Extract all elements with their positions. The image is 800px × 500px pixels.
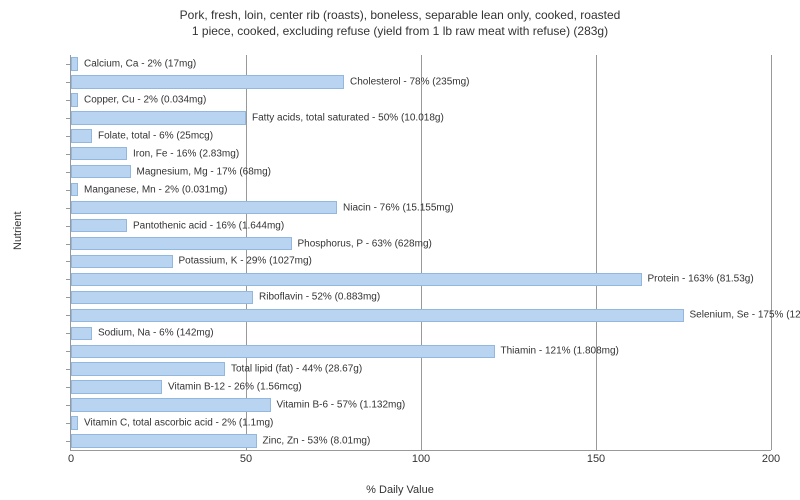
nutrient-bar (71, 219, 127, 232)
nutrient-bar (71, 93, 78, 106)
y-tick (66, 154, 71, 155)
bar-label: Selenium, Se - 175% (122.3mcg) (686, 310, 800, 321)
y-tick (66, 423, 71, 424)
gridline (596, 55, 597, 450)
nutrient-bar (71, 165, 131, 178)
bar-label: Vitamin B-12 - 26% (1.56mcg) (164, 382, 302, 393)
x-axis-label: % Daily Value (366, 484, 434, 496)
nutrient-bar (71, 201, 337, 214)
y-tick (66, 208, 71, 209)
bar-label: Pantothenic acid - 16% (1.644mg) (129, 220, 284, 231)
x-tick-label: 50 (240, 453, 252, 465)
nutrient-bar (71, 147, 127, 160)
nutrient-bar (71, 273, 642, 286)
nutrient-bar (71, 327, 92, 340)
nutrient-bar (71, 183, 78, 196)
y-tick (66, 405, 71, 406)
bar-label: Fatty acids, total saturated - 50% (10.0… (248, 112, 444, 123)
y-tick (66, 279, 71, 280)
title-line-2: 1 piece, cooked, excluding refuse (yield… (192, 24, 608, 38)
chart-title: Pork, fresh, loin, center rib (roasts), … (0, 0, 800, 39)
bar-label: Iron, Fe - 16% (2.83mg) (129, 148, 239, 159)
gridline (771, 55, 772, 450)
bar-label: Thiamin - 121% (1.808mg) (497, 346, 619, 357)
bar-label: Niacin - 76% (15.155mg) (339, 202, 454, 213)
nutrient-bar (71, 129, 92, 142)
y-tick (66, 297, 71, 298)
y-tick (66, 226, 71, 227)
y-tick (66, 244, 71, 245)
nutrient-bar (71, 398, 271, 411)
y-axis-label: Nutrient (12, 211, 24, 250)
bar-label: Zinc, Zn - 53% (8.01mg) (259, 436, 371, 447)
nutrient-bar (71, 111, 246, 124)
nutrient-bar (71, 345, 495, 358)
nutrient-bar (71, 291, 253, 304)
y-tick (66, 261, 71, 262)
x-tick-label: 100 (412, 453, 430, 465)
bar-label: Manganese, Mn - 2% (0.031mg) (80, 184, 227, 195)
bar-label: Folate, total - 6% (25mcg) (94, 130, 213, 141)
y-tick (66, 64, 71, 65)
y-tick (66, 136, 71, 137)
y-tick (66, 118, 71, 119)
bar-label: Vitamin B-6 - 57% (1.132mg) (273, 400, 406, 411)
bar-label: Riboflavin - 52% (0.883mg) (255, 292, 380, 303)
y-tick (66, 190, 71, 191)
nutrient-chart: Pork, fresh, loin, center rib (roasts), … (0, 0, 800, 500)
title-line-1: Pork, fresh, loin, center rib (roasts), … (180, 8, 621, 22)
bar-label: Magnesium, Mg - 17% (68mg) (133, 166, 272, 177)
y-tick (66, 172, 71, 173)
bar-label: Total lipid (fat) - 44% (28.67g) (227, 364, 362, 375)
nutrient-bar (71, 57, 78, 70)
y-tick (66, 369, 71, 370)
y-tick (66, 351, 71, 352)
nutrient-bar (71, 255, 173, 268)
y-tick (66, 315, 71, 316)
bar-label: Phosphorus, P - 63% (628mg) (294, 238, 432, 249)
y-tick (66, 387, 71, 388)
bar-label: Sodium, Na - 6% (142mg) (94, 328, 214, 339)
bar-label: Copper, Cu - 2% (0.034mg) (80, 94, 206, 105)
nutrient-bar (71, 75, 344, 88)
y-tick (66, 441, 71, 442)
y-tick (66, 333, 71, 334)
x-tick-label: 200 (762, 453, 780, 465)
nutrient-bar (71, 380, 162, 393)
nutrient-bar (71, 237, 292, 250)
bar-label: Cholesterol - 78% (235mg) (346, 76, 470, 87)
nutrient-bar (71, 416, 78, 429)
bar-label: Potassium, K - 29% (1027mg) (175, 256, 312, 267)
bar-label: Vitamin C, total ascorbic acid - 2% (1.1… (80, 418, 273, 429)
nutrient-bar (71, 309, 684, 322)
plot-area: 050100150200Calcium, Ca - 2% (17mg)Chole… (70, 55, 771, 451)
y-tick (66, 100, 71, 101)
bar-label: Protein - 163% (81.53g) (644, 274, 754, 285)
x-tick-label: 150 (587, 453, 605, 465)
x-tick-label: 0 (68, 453, 74, 465)
y-tick (66, 82, 71, 83)
bar-label: Calcium, Ca - 2% (17mg) (80, 58, 196, 69)
nutrient-bar (71, 362, 225, 375)
nutrient-bar (71, 434, 257, 447)
